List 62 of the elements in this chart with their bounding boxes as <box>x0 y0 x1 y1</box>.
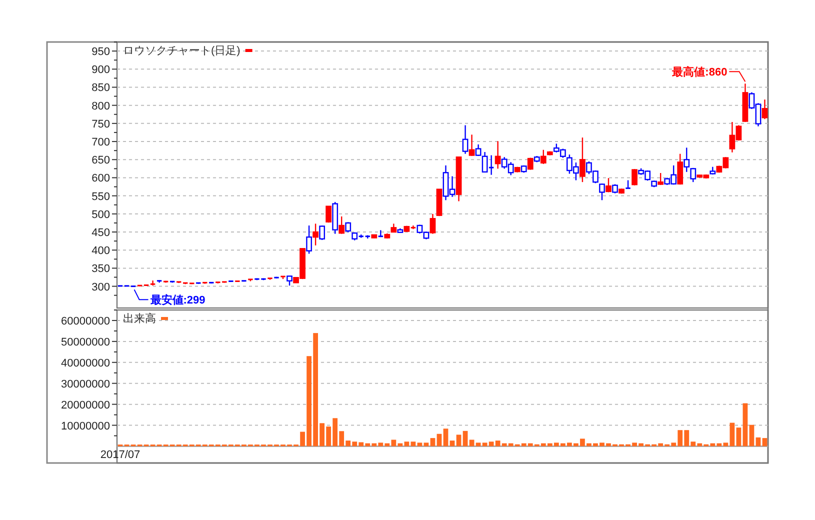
candlestick <box>612 184 618 194</box>
y-tick-label: 60000000 <box>61 315 110 328</box>
candlestick <box>632 168 638 186</box>
bar <box>742 403 748 446</box>
bar <box>424 442 429 446</box>
bar <box>430 438 436 446</box>
candlestick <box>540 149 546 165</box>
candlestick <box>462 124 468 154</box>
y-tick-label: 40000000 <box>61 357 110 370</box>
candlestick <box>378 230 383 238</box>
y-tick-label: 50000000 <box>61 336 110 348</box>
bar <box>410 442 416 446</box>
candlestick <box>684 147 690 173</box>
annotation: 最安値:299 <box>149 294 206 307</box>
bar <box>762 438 768 446</box>
candlestick <box>690 167 696 183</box>
candlestick <box>580 136 586 183</box>
candlestick <box>326 206 332 224</box>
legend-label: ロウソクチャート(日足) <box>123 45 240 57</box>
bar <box>736 428 742 446</box>
candlestick <box>468 134 475 157</box>
y-tick-label: 800 <box>92 100 110 112</box>
bar <box>417 442 422 446</box>
y-tick-label: 650 <box>92 154 110 167</box>
candlestick <box>345 222 352 233</box>
candlestick <box>338 216 345 234</box>
candlestick <box>319 224 326 241</box>
y-tick-label: 300 <box>92 281 110 294</box>
legend-label: 出来高 <box>123 312 156 325</box>
candlestick <box>286 275 292 286</box>
candlestick <box>494 140 501 170</box>
y-tick-label: 700 <box>92 136 110 149</box>
y-tick-label: 850 <box>92 82 110 94</box>
y-tick-label: 30000000 <box>61 378 110 390</box>
bar <box>462 430 468 446</box>
y-tick-label: 950 <box>92 46 110 58</box>
bar <box>476 442 481 446</box>
bar <box>443 428 448 446</box>
y-tick-label: 750 <box>92 118 110 130</box>
candlestick <box>762 98 768 120</box>
bar <box>730 422 735 446</box>
y-tick-label: 500 <box>92 208 110 221</box>
bar <box>456 434 462 446</box>
bar <box>469 440 474 446</box>
y-tick-label: 10000000 <box>61 420 110 432</box>
candlestick <box>677 153 684 186</box>
candlestick <box>606 177 612 193</box>
y-tick-label: 400 <box>92 245 110 258</box>
candlestick <box>599 182 605 201</box>
candlestick <box>430 213 436 234</box>
candlestick <box>306 224 312 254</box>
y-tick-label: 900 <box>92 64 110 76</box>
bar <box>749 424 754 446</box>
y-tick-label: 350 <box>92 263 110 276</box>
y-tick-label: 550 <box>92 190 110 203</box>
candlestick <box>658 172 664 186</box>
y-tick-label: 20000000 <box>61 399 110 412</box>
y-tick-label: 450 <box>92 227 110 239</box>
y-tick-label: 600 <box>92 172 110 185</box>
annotation: 最高値:860 <box>671 66 728 79</box>
candlestick <box>312 223 318 246</box>
bar <box>404 442 410 446</box>
